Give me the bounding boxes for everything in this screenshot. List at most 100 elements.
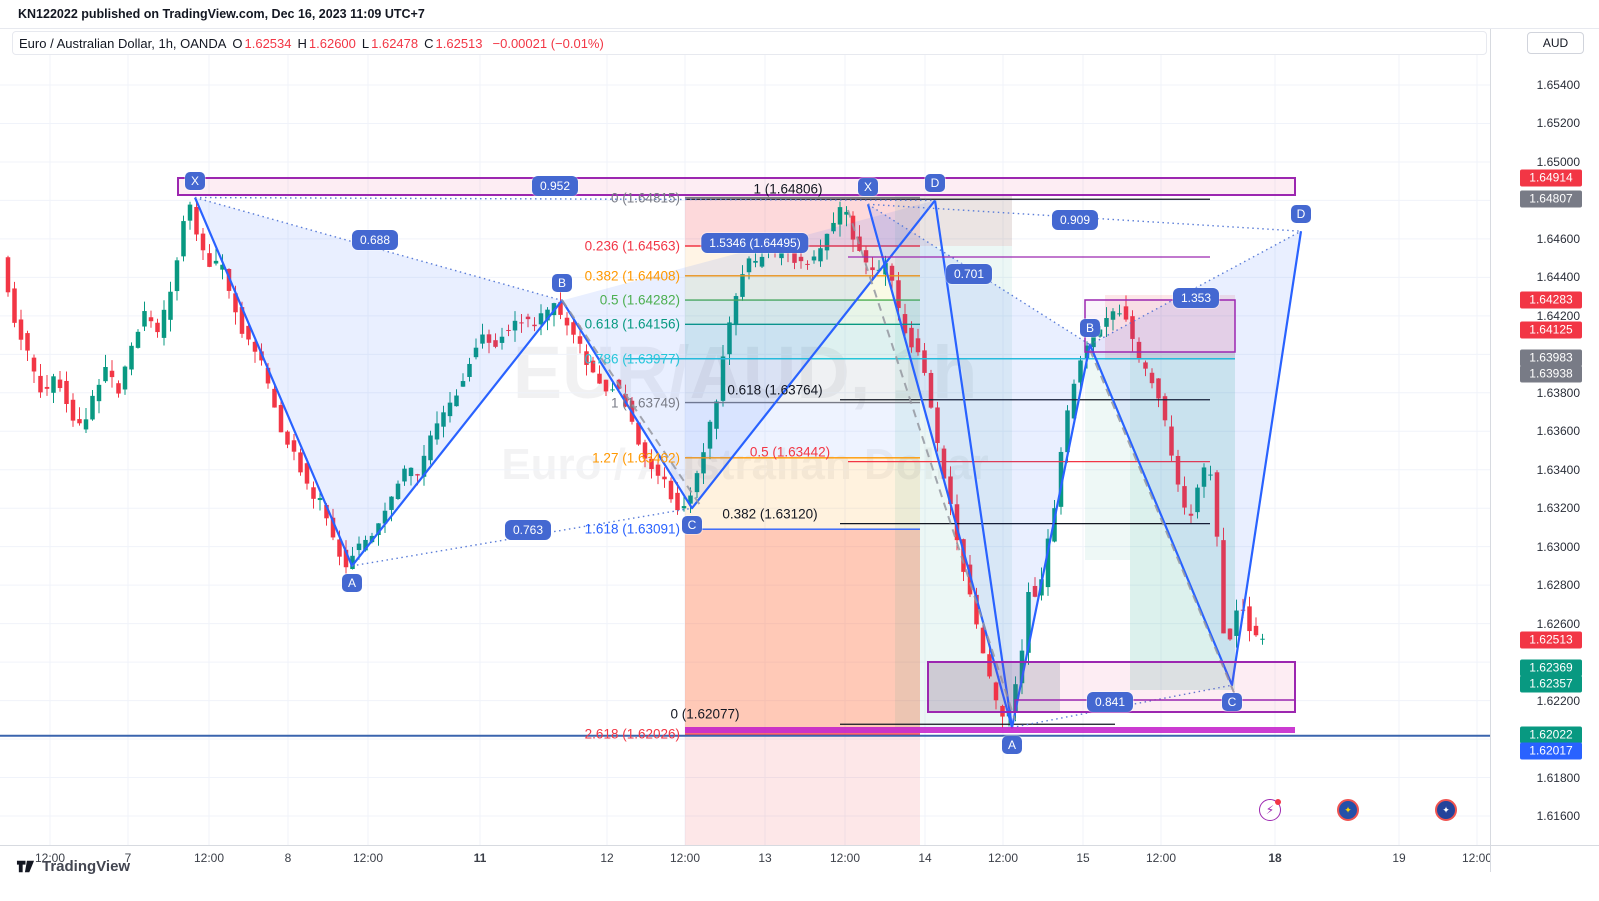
time-tick: 12:00 (829, 851, 861, 865)
pattern-point-b-label[interactable]: B (1080, 318, 1100, 337)
candle (779, 252, 784, 259)
fib-extension-pill[interactable]: 1.5346 (1.64495) (701, 233, 809, 253)
candle (954, 504, 960, 541)
pattern-point-d-label[interactable]: D (925, 174, 945, 193)
candle (980, 627, 986, 654)
candle (636, 422, 641, 445)
candle (512, 320, 518, 331)
price-tick: 1.65000 (1536, 154, 1580, 169)
candle (928, 373, 934, 408)
candle (44, 386, 50, 389)
price-tick: 1.61800 (1536, 770, 1580, 785)
candle (831, 222, 836, 232)
time-tick: 11 (473, 851, 487, 865)
candle (460, 381, 466, 387)
pattern-ratio-pill[interactable]: 0.688 (351, 230, 399, 250)
harmonic-pattern-xabcd-right[interactable] (866, 200, 1303, 729)
candle (220, 264, 225, 270)
candle (454, 395, 459, 407)
price-badge-green: 1.62357 (1520, 675, 1582, 693)
candle (1097, 329, 1103, 337)
candlesticks-layer (5, 198, 1265, 728)
pattern-point-a-label[interactable]: A (1002, 735, 1022, 754)
tradingview-footer[interactable]: TradingView (16, 857, 130, 876)
candle (610, 389, 615, 391)
au-flag-icon-glyph: ✦ (1442, 804, 1450, 815)
pattern-ratio-pill[interactable]: 0.952 (531, 176, 579, 196)
candle (545, 309, 550, 321)
candle (1091, 332, 1096, 348)
candle (395, 483, 401, 499)
price-tick: 1.63000 (1536, 539, 1580, 554)
candle (577, 336, 583, 344)
pattern-point-a-label[interactable]: A (342, 573, 362, 592)
pattern-ratio-pill[interactable]: 0.909 (1051, 210, 1099, 230)
candle (83, 419, 89, 430)
candle (1208, 474, 1213, 476)
pattern-point-c-label[interactable]: C (682, 516, 702, 535)
pattern-point-d-label[interactable]: D (1291, 205, 1311, 224)
candle (694, 473, 700, 493)
time-axis[interactable]: 12:00 7 12:00 8 12:00 11 12 12:00 13 12:00 14 12:00… (0, 845, 1493, 872)
candle (441, 412, 446, 427)
candle (662, 476, 667, 480)
top-resistance-box[interactable] (177, 177, 1296, 196)
price-tick: 1.62200 (1536, 693, 1580, 708)
fib-retracement-colored[interactable] (625, 196, 1235, 735)
ohlc-low: L 1.62478 (361, 35, 419, 51)
candle (70, 399, 76, 421)
candle (1110, 311, 1116, 320)
pattern-ratio-pill[interactable]: 1.353 (1172, 288, 1220, 308)
pattern-ratio-pill[interactable]: 0.763 (504, 520, 552, 540)
pattern-point-x-label[interactable]: X (858, 178, 878, 197)
zone-boxes[interactable] (177, 177, 1296, 733)
candle (1058, 451, 1064, 507)
au-flag-icon[interactable]: ✦ (1435, 799, 1457, 821)
candle (1175, 455, 1181, 485)
pattern-point-x-label[interactable]: X (185, 171, 205, 190)
candle (233, 293, 238, 313)
candle (428, 435, 433, 461)
candle (103, 366, 108, 382)
candle (707, 421, 713, 449)
candle (941, 448, 947, 479)
candle (161, 309, 167, 338)
candle (473, 347, 479, 358)
candle (590, 360, 596, 373)
candle (1026, 592, 1031, 653)
candle (733, 296, 739, 326)
candle (993, 682, 999, 701)
ohlc-close: C 1.62513 (424, 35, 483, 51)
fib-retracement-black[interactable] (685, 198, 1210, 725)
candle (51, 376, 56, 393)
candle (525, 316, 531, 320)
chart-canvas[interactable] (0, 55, 1490, 845)
candle (363, 539, 368, 551)
price-badge-gray: 1.63938 (1520, 365, 1582, 383)
candle (1169, 426, 1174, 456)
candle (122, 366, 128, 390)
ohlc-high: H 1.62600 (297, 35, 356, 51)
economic-event-icon[interactable]: ⚡ (1259, 799, 1281, 821)
pattern-point-b-label[interactable]: B (552, 274, 572, 293)
candle (129, 345, 134, 370)
price-tick: 1.65400 (1536, 78, 1580, 92)
candle (12, 288, 17, 323)
pattern-ratio-pill[interactable]: 0.701 (945, 264, 993, 284)
axis-corner (1490, 845, 1599, 872)
pattern-ratio-pill[interactable]: 0.841 (1086, 692, 1134, 712)
price-badge-green: 1.62022 (1520, 726, 1582, 744)
eu-flag-icon[interactable]: ✦ (1337, 799, 1359, 821)
dashed-trendlines[interactable] (561, 209, 1236, 721)
currency-unit-button[interactable]: AUD (1527, 32, 1584, 54)
price-scale-axis[interactable]: AUD 1.65400 1.65200 1.65000 1.64600 1.64400 1… (1490, 0, 1599, 845)
time-tick: 18 (1268, 851, 1282, 865)
price-tick: 1.64400 (1536, 270, 1580, 285)
pattern-point-c-label[interactable]: C (1222, 693, 1242, 712)
time-tick: 12:00 (1461, 851, 1493, 865)
harmonic-pattern-xabcd-left[interactable] (193, 196, 936, 568)
candle (746, 258, 752, 273)
price-badge-red: 1.64283 (1520, 291, 1582, 309)
candle (642, 442, 648, 459)
candle (909, 327, 914, 348)
